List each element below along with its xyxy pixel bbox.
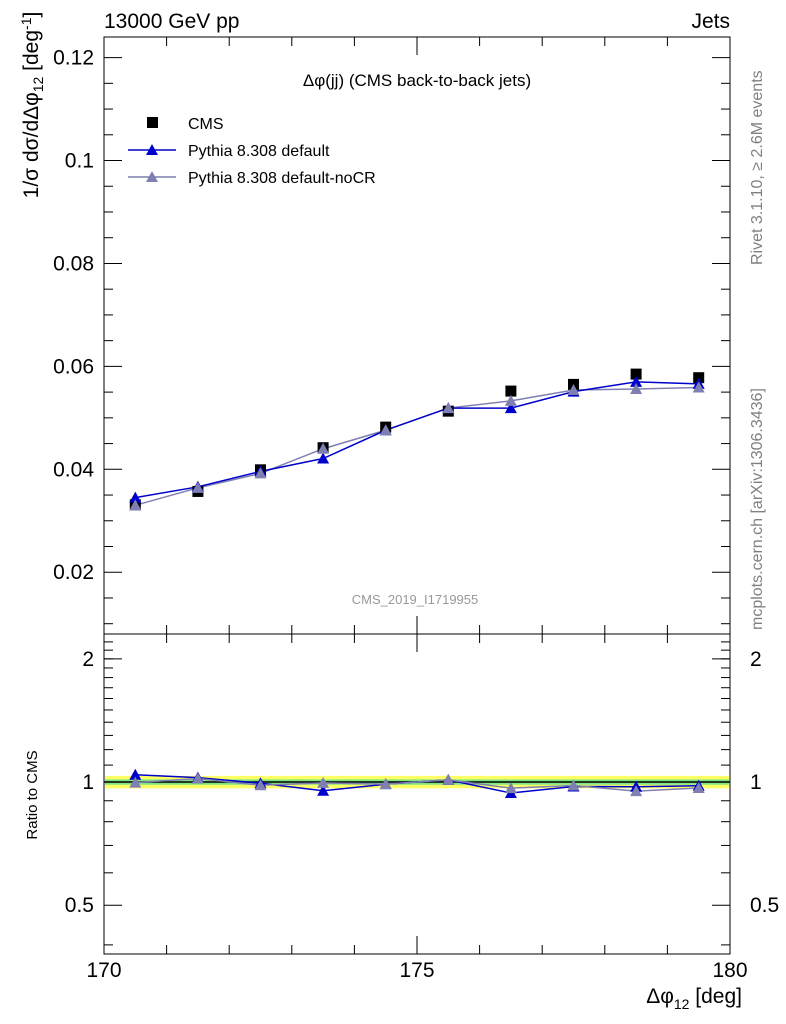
- y-tick-label: 0.04: [53, 458, 94, 481]
- data-point-pythia-nocr: [129, 499, 142, 511]
- header-left: 13000 GeV pp: [104, 10, 239, 33]
- data-point-pythia-nocr: [317, 442, 330, 454]
- series-line-pythia-nocr: [135, 386, 699, 507]
- ratio-point-pythia-nocr: [630, 785, 643, 797]
- ratio-series: [129, 768, 705, 799]
- data-point-pythia-nocr: [630, 383, 643, 395]
- data-point-pythia-default: [630, 375, 643, 387]
- ratio-y-tick-label: 1: [82, 771, 94, 794]
- legend-label-cms: CMS: [188, 116, 224, 133]
- y-tick-label: 0.12: [53, 47, 94, 70]
- rivet-version-label: Rivet 3.1.10, ≥ 2.6M events: [749, 70, 766, 265]
- data-point-pythia-nocr: [442, 402, 455, 414]
- ratio-y-tick-label: 2: [82, 648, 94, 671]
- data-point-cms: [630, 368, 642, 380]
- data-point-pythia-default: [129, 491, 142, 503]
- ratio-point-pythia-nocr: [504, 782, 517, 794]
- y-tick-label: 0.02: [53, 561, 94, 584]
- data-point-pythia-nocr: [504, 394, 517, 406]
- ratio-point-pythia-nocr: [442, 773, 455, 785]
- legend-label-pythia-nocr: Pythia 8.308 default-noCR: [188, 170, 376, 187]
- ratio-axis-label: Ratio to CMS: [24, 750, 41, 839]
- data-point-pythia-default: [317, 452, 330, 464]
- data-point-pythia-nocr: [254, 467, 267, 479]
- x-axis-label: Δφ12 [deg]: [646, 985, 742, 1012]
- ratio-y-tick-label-right: 0.5: [750, 894, 779, 917]
- ratio-line-pythia-nocr: [135, 777, 699, 792]
- legend: CMS Pythia 8.308 default Pythia 8.308 de…: [128, 116, 376, 187]
- ratio-point-pythia-nocr: [129, 776, 142, 788]
- ratio-point-pythia-default: [129, 768, 142, 780]
- data-point-cms: [505, 385, 517, 397]
- analysis-id-label: CMS_2019_I1719955: [352, 592, 479, 607]
- legend-label-pythia-default: Pythia 8.308 default: [188, 143, 330, 160]
- axis-ticks: 0.02 0.04 0.06 0.08 0.1 0.12 170 175 180 0.5 0.5 1 1…: [53, 37, 779, 982]
- y-axis-label: 1/σ dσ/dΔφ12 [deg-1]: [18, 12, 46, 199]
- y-axis-label-prefix: 1/σ dσ/dΔφ12 [deg-1]: [18, 12, 46, 199]
- data-point-pythia-default: [504, 402, 517, 414]
- data-point-pythia-nocr: [191, 481, 204, 493]
- ratio-point-pythia-nocr: [254, 779, 267, 791]
- legend-marker-pythia-default: [146, 144, 158, 155]
- plot-title: Δφ(jj) (CMS back-to-back jets): [303, 71, 531, 90]
- y-tick-label: 0.06: [53, 355, 94, 378]
- x-tick-label: 180: [712, 959, 747, 982]
- mcplots-label: mcplots.cern.ch [arXiv:1306.3436]: [749, 388, 766, 630]
- ratio-point-pythia-default: [317, 784, 330, 796]
- data-point-pythia-nocr: [379, 424, 392, 436]
- data-point-cms: [693, 372, 705, 384]
- data-point-pythia-nocr: [692, 381, 705, 393]
- ratio-point-pythia-nocr: [567, 779, 580, 791]
- ratio-point-pythia-nocr: [317, 776, 330, 788]
- x-tick-label: 170: [86, 959, 121, 982]
- data-point-pythia-nocr: [567, 384, 580, 396]
- header-right: Jets: [691, 10, 730, 33]
- ratio-point-pythia-nocr: [379, 778, 392, 790]
- series-line-pythia-default: [135, 381, 699, 499]
- y-tick-label: 0.08: [53, 252, 94, 275]
- y-tick-label: 0.1: [65, 150, 94, 173]
- ratio-y-tick-label-right: 2: [750, 648, 762, 671]
- x-tick-label: 175: [399, 959, 434, 982]
- ratio-y-tick-label: 0.5: [65, 894, 94, 917]
- legend-marker-cms: [147, 117, 158, 128]
- ratio-point-pythia-nocr: [692, 781, 705, 793]
- legend-marker-pythia-nocr: [146, 171, 158, 182]
- ratio-y-tick-label-right: 1: [750, 771, 762, 794]
- data-series: [129, 368, 705, 511]
- ratio-point-pythia-nocr: [191, 772, 204, 784]
